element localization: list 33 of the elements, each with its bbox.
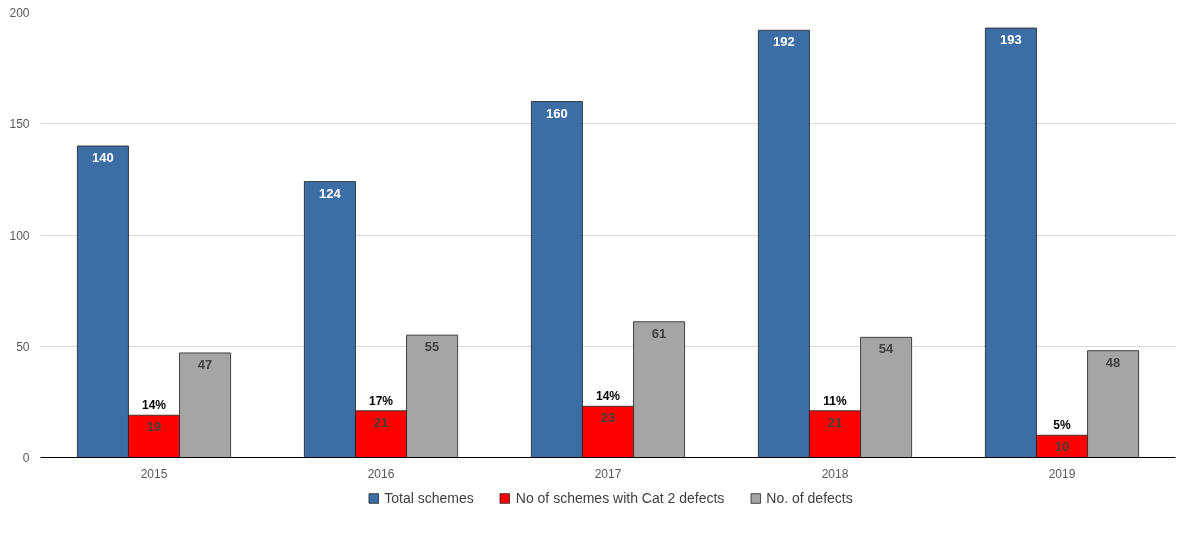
x-tick-label: 2019: [1048, 466, 1076, 481]
data-label: 61: [651, 325, 667, 341]
data-label: 160: [546, 105, 568, 121]
legend-label: Total schemes: [384, 490, 474, 506]
annotation: 11%: [823, 393, 848, 408]
data-label: 140: [92, 150, 114, 165]
annotation: 14%: [595, 389, 621, 404]
x-tick-label: 2018: [821, 466, 849, 481]
legend-label: No of schemes with Cat 2 defects: [515, 490, 725, 506]
x-tick-label: 2016: [367, 466, 395, 481]
data-label: 54: [878, 341, 895, 357]
data-label: 47: [197, 356, 213, 372]
legend-label: No. of defects: [766, 490, 853, 506]
data-label: 124: [319, 185, 342, 201]
annotation: 17%: [368, 393, 394, 408]
data-label: 193: [1000, 32, 1022, 48]
data-label: 19: [146, 419, 162, 435]
x-tick-label: 2015: [140, 466, 168, 481]
y-tick-label: 150: [9, 117, 30, 132]
x-tick-label: 2017: [594, 466, 622, 481]
annotation: 14%: [141, 398, 167, 413]
y-tick-label: 100: [9, 228, 30, 243]
data-label: 21: [373, 414, 389, 430]
y-tick-label: 50: [16, 339, 30, 354]
data-label: 55: [424, 339, 440, 355]
y-tick-label: 200: [9, 6, 30, 20]
data-label: 21: [827, 414, 843, 430]
data-label: 192: [773, 34, 795, 50]
y-tick-label: 0: [22, 451, 30, 465]
data-label: 10: [1054, 439, 1070, 455]
data-label: 48: [1105, 354, 1121, 370]
data-label: 23: [600, 410, 616, 426]
annotation: 5%: [1053, 418, 1071, 433]
